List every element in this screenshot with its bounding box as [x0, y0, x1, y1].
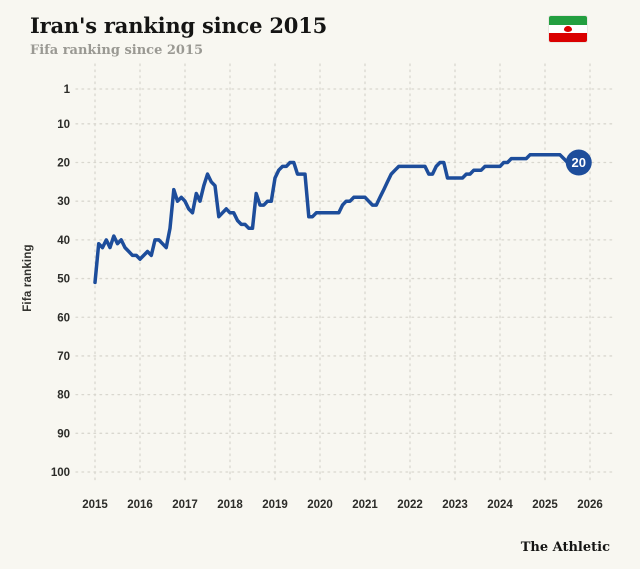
- x-tick-label: 2025: [532, 499, 558, 511]
- y-tick-label: 30: [57, 196, 70, 208]
- flag-red-stripe: [549, 33, 587, 42]
- x-tick-label: 2020: [307, 499, 333, 511]
- y-tick-label: 20: [57, 158, 70, 170]
- y-tick-label: 10: [57, 119, 70, 131]
- iran-flag-icon: [549, 16, 587, 42]
- flag-green-stripe: [549, 16, 587, 25]
- x-tick-label: 2026: [577, 499, 603, 511]
- end-value-label: 20: [572, 155, 586, 170]
- chart-title: Iran's ranking since 2015: [30, 13, 328, 38]
- y-tick-label: 40: [57, 235, 70, 247]
- x-tick-label: 2022: [397, 499, 423, 511]
- gridlines: [75, 63, 614, 481]
- y-tick-label: 80: [57, 390, 70, 402]
- y-tick-label: 90: [57, 428, 70, 440]
- iran-emblem-icon: [564, 26, 572, 32]
- x-tick-label: 2015: [82, 499, 108, 511]
- x-tick-label: 2023: [442, 499, 468, 511]
- x-tick-label: 2024: [487, 499, 513, 511]
- x-tick-label: 2016: [127, 499, 153, 511]
- ranking-line: [93, 153, 581, 285]
- x-tick-label: 2017: [172, 499, 198, 511]
- x-tick-label: 2021: [352, 499, 378, 511]
- y-tick-label: 50: [57, 274, 70, 286]
- brand-wordmark: The Athletic: [520, 540, 610, 555]
- axis-tick-labels: 1 10 20 30 40 50 60 70 80 90 100 2015 2016 2017 2018 20…: [51, 84, 603, 511]
- flag-white-stripe: [549, 25, 587, 33]
- y-tick-label: 60: [57, 312, 70, 324]
- x-tick-label: 2019: [262, 499, 288, 511]
- chart-subtitle: Fifa ranking since 2015: [30, 43, 204, 58]
- x-tick-label: 2018: [217, 499, 243, 511]
- y-tick-label: 1: [64, 84, 71, 96]
- y-tick-label: 100: [51, 467, 70, 479]
- end-value-badge: [565, 149, 592, 176]
- y-tick-label: 70: [57, 351, 70, 363]
